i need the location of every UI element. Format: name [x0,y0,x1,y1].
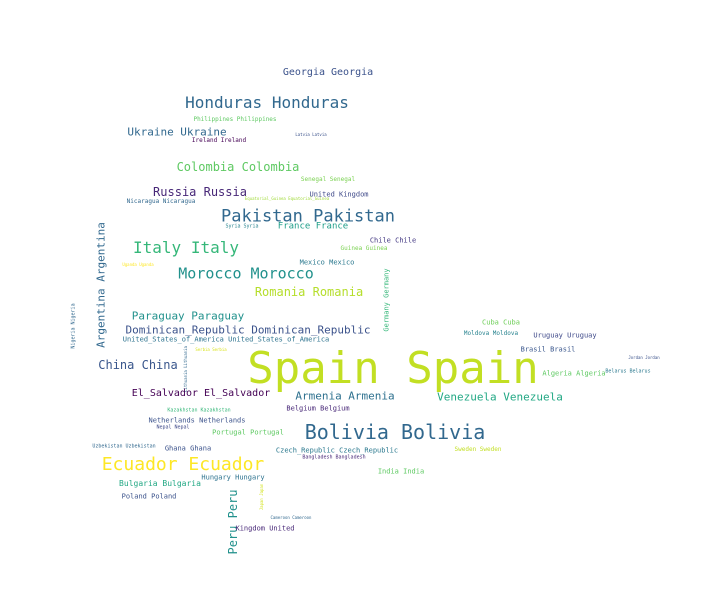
word-colombia: Colombia Colombia [176,160,300,174]
word-cuba: Cuba Cuba [482,318,520,327]
word-russia: Russia Russia [153,185,247,199]
word-senegal: Senegal Senegal [300,176,356,183]
word-kazakhstan: Kazakhstan Kazakhstan [167,407,231,414]
word-mexico: Mexico Mexico [299,258,355,267]
word-bolivia: Bolivia Bolivia [304,420,486,444]
word-paraguay: Paraguay Paraguay [131,309,245,323]
word-algeria: Algeria Algeria [542,369,606,378]
word-morocco: Morocco Morocco [178,264,314,283]
word-serbia: Serbia Serbia [195,347,227,352]
word-kingdom-united: Kingdom United [235,524,295,533]
word-belgium: Belgium Belgium [286,404,350,413]
word-pakistan: Pakistan Pakistan [221,206,395,227]
word-usa: United_States_of_America United_States_o… [122,335,330,344]
word-hungary: Hungary Hungary [201,473,265,482]
word-honduras: Honduras Honduras [185,93,349,112]
word-nicaragua: Nicaragua Nicaragua [126,198,196,205]
word-philippines: Philippines Philippines [193,116,277,123]
word-italy: Italy Italy [133,238,239,257]
word-nigeria: Nigeria Nigeria [70,303,77,349]
word-japan: Japan Japan [259,483,264,511]
word-bangladesh: Bangladesh Bangladesh [302,454,366,461]
word-jordan: Jordan Jordan [628,355,660,360]
word-nepal: Nepal Nepal [156,424,190,431]
word-equatorial-guinea: Equatorial_Guinea Equatorial_Guinea [244,196,330,201]
word-uruguay: Uruguay Uruguay [533,331,597,340]
word-argentina: Argentina Argentina [94,222,108,348]
word-uganda: Uganda Uganda [122,262,154,267]
word-bulgaria: Bulgaria Bulgaria [119,479,201,488]
word-brasil: Brasil Brasil [520,345,576,354]
word-poland: Poland Poland [121,492,177,501]
word-chile: Chile Chile [369,236,417,245]
word-spain: Spain Spain [247,343,539,394]
word-india: India India [377,467,425,476]
word-syria: Syria Syria [225,223,259,230]
word-romania: Romania Romania [254,285,364,299]
word-ukraine: Ukraine Ukraine [127,125,227,139]
word-czech-republic: Czech_Republic Czech_Republic [275,446,399,455]
word-moldova: Moldova Moldova [463,330,519,337]
word-dominican-republic: Dominican_Republic Dominican_Republic [125,323,371,337]
word-france: France France [277,221,349,232]
word-el-salvador: El_Salvador El_Salvador [131,388,271,399]
word-ireland: Ireland Ireland [191,137,247,144]
word-belarus: Belarus Belarus [605,368,651,375]
word-sweden: Sweden Sweden [454,446,502,453]
word-lithuania: Lithuania Lithuania [183,346,188,392]
word-georgia: Georgia Georgia [282,67,374,78]
word-latvia: Latvia Latvia [295,132,327,137]
word-portugal: Portugal Portugal [212,428,284,437]
word-china: China China [98,358,178,372]
word-ecuador: Ecuador Ecuador [101,454,265,475]
word-guinea: Guinea Guinea [340,245,388,252]
word-peru: Peru Peru [226,489,240,555]
word-uzbekistan: Uzbekistan Uzbekistan [92,443,156,450]
word-netherlands: Netherlands Netherlands [148,416,246,425]
word-venezuela: Venezuela Venezuela [437,390,563,404]
word-germany: Germany Germany [382,268,391,332]
word-united-kingdom: United Kingdom [309,190,369,199]
word-ghana: Ghana Ghana [164,444,212,453]
word-armenia: Armenia Armenia [295,389,395,403]
word-cameroon: Cameroon Cameroon [270,515,312,520]
